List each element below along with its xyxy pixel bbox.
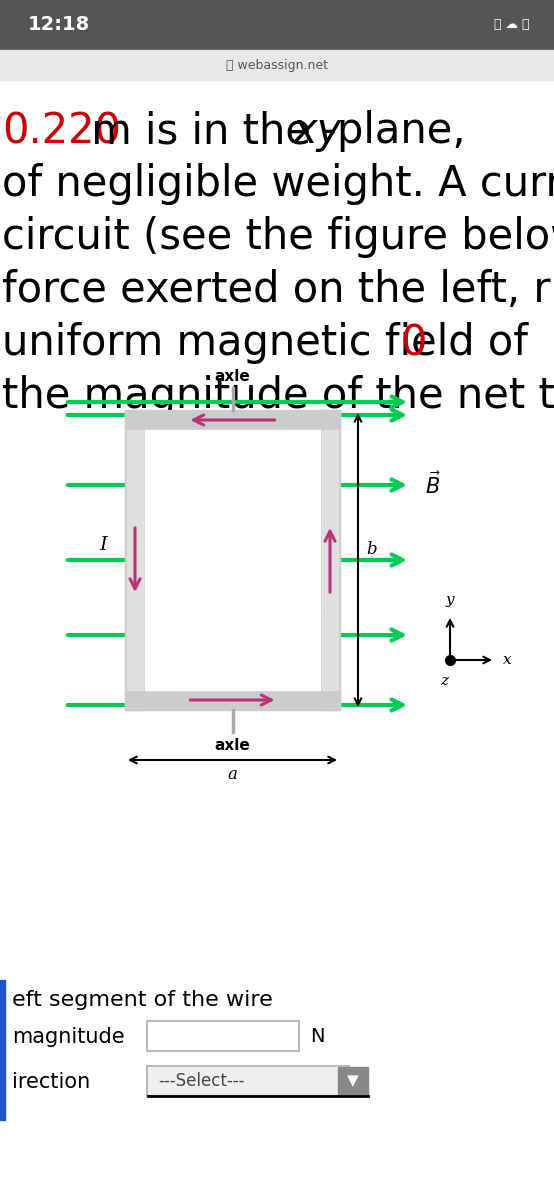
Text: 0.220: 0.220 <box>2 110 121 152</box>
Bar <box>338 1067 368 1094</box>
Text: 📶 ☁ 🔋: 📶 ☁ 🔋 <box>495 18 530 31</box>
Bar <box>322 430 338 690</box>
Text: N: N <box>310 1027 325 1046</box>
Text: eft segment of the wire: eft segment of the wire <box>12 990 273 1010</box>
Text: magnitude: magnitude <box>12 1027 125 1046</box>
Text: a: a <box>228 766 238 782</box>
Text: m is in the: m is in the <box>78 110 324 152</box>
Text: uniform magnetic field of: uniform magnetic field of <box>2 322 541 364</box>
Text: axle: axle <box>214 370 250 384</box>
Text: circuit (see the figure below: circuit (see the figure below <box>2 216 554 258</box>
Text: force exerted on the left, rig: force exerted on the left, rig <box>2 269 554 311</box>
Text: b: b <box>366 541 377 558</box>
Bar <box>145 430 320 690</box>
Text: x: x <box>503 653 512 667</box>
Text: 0: 0 <box>400 322 427 364</box>
Text: y: y <box>445 593 454 607</box>
Bar <box>125 410 145 710</box>
Text: of negligible weight. A curr: of negligible weight. A curr <box>2 163 554 205</box>
Bar <box>320 410 340 710</box>
FancyBboxPatch shape <box>147 1066 349 1096</box>
Text: xy: xy <box>292 110 341 152</box>
Text: $\vec{B}$: $\vec{B}$ <box>425 472 441 498</box>
Text: ---Select---: ---Select--- <box>158 1072 244 1090</box>
Bar <box>0 50 554 80</box>
FancyBboxPatch shape <box>147 1021 299 1051</box>
Text: I: I <box>99 536 107 554</box>
Text: ▼: ▼ <box>347 1074 359 1088</box>
Text: 🔒 webassign.net: 🔒 webassign.net <box>226 59 328 72</box>
Text: -plane,: -plane, <box>322 110 465 152</box>
Text: irection: irection <box>12 1072 90 1092</box>
Bar <box>125 410 340 430</box>
Text: 12:18: 12:18 <box>28 16 90 35</box>
Text: the magnitude of the net to: the magnitude of the net to <box>2 374 554 416</box>
Bar <box>0 980 5 1120</box>
Bar <box>127 430 143 690</box>
Text: axle: axle <box>214 738 250 754</box>
Text: z: z <box>440 674 448 688</box>
Bar <box>125 690 340 710</box>
Bar <box>0 0 554 50</box>
